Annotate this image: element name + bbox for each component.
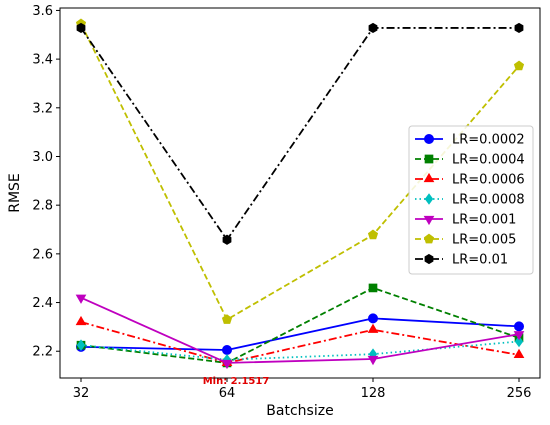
- series-lr-0-0006: [75, 315, 525, 366]
- legend-item: LR=0.0008: [415, 193, 525, 208]
- series-line: [80, 340, 520, 361]
- legend: LR=0.0002 LR=0.0004 LR=0.0006 LR=0.0008 LR=0…: [408, 125, 534, 275]
- data-point: [76, 22, 86, 34]
- legend-box: [408, 125, 534, 275]
- series-lr-0-001: [75, 294, 525, 370]
- data-point: [367, 229, 379, 240]
- legend-marker: [424, 253, 434, 265]
- legend-label: LR=0.0008: [452, 193, 525, 208]
- data-point: [368, 283, 378, 293]
- legend-marker: [423, 215, 435, 226]
- legend-label: LR=0.001: [452, 213, 516, 228]
- y-tick-label: 3.0: [32, 150, 53, 165]
- x-axis-title: Batchsize: [266, 403, 333, 419]
- legend-marker: [424, 154, 434, 164]
- series-line: [80, 23, 520, 321]
- legend-item: LR=0.01: [415, 253, 508, 268]
- series-lr-0-005: [75, 18, 525, 324]
- data-point: [514, 22, 524, 34]
- data-point: [368, 22, 378, 34]
- legend-marker: [423, 233, 435, 244]
- legend-label: LR=0.0006: [452, 173, 525, 188]
- y-tick-label: 3.4: [32, 53, 53, 68]
- y-axis-title: RMSE: [7, 173, 23, 213]
- legend-label: LR=0.0004: [452, 153, 525, 168]
- x-tick-label: 256: [507, 386, 532, 401]
- legend-item: LR=0.005: [415, 233, 516, 248]
- data-point: [513, 348, 525, 358]
- data-point: [75, 294, 87, 304]
- data-point: [75, 315, 87, 326]
- y-tick-label: 2.4: [32, 296, 53, 311]
- data-point: [368, 313, 378, 324]
- y-tick-label: 3.6: [32, 4, 53, 19]
- data-point: [513, 60, 525, 71]
- legend-marker: [423, 172, 435, 183]
- y-tick-label: 2.6: [32, 247, 53, 262]
- legend-label: LR=0.005: [452, 233, 516, 248]
- y-tick-label: 3.2: [32, 101, 53, 116]
- legend-marker: [424, 193, 434, 205]
- legend-label: LR=0.0002: [452, 133, 525, 148]
- x-tick-label: 64: [219, 386, 236, 401]
- data-point: [222, 345, 232, 356]
- data-point: [367, 323, 379, 333]
- series-line: [80, 296, 520, 364]
- legend-item: LR=0.0004: [415, 153, 525, 168]
- x-tick-label: 32: [73, 386, 90, 401]
- min-annotation: Min: 2.1517: [203, 376, 270, 387]
- data-point: [367, 355, 379, 366]
- data-point: [514, 335, 524, 348]
- data-point: [514, 321, 524, 332]
- data-point: [221, 314, 233, 324]
- series-line: [80, 27, 519, 241]
- series-line: [80, 321, 520, 364]
- data-point: [513, 331, 525, 341]
- data-point: [76, 339, 86, 351]
- x-tick-label: 128: [361, 386, 386, 401]
- y-tick-label: 2.8: [32, 199, 53, 214]
- legend-item: LR=0.001: [415, 213, 516, 228]
- series-lr-0-01: [76, 22, 524, 245]
- y-tick-label: 2.2: [32, 345, 53, 360]
- data-point: [222, 234, 232, 245]
- legend-label: LR=0.01: [452, 253, 508, 268]
- series-line: [80, 317, 520, 351]
- legend-item: LR=0.0002: [415, 133, 525, 148]
- series-line: [80, 287, 520, 364]
- legend-marker: [424, 134, 434, 144]
- data-point: [221, 359, 233, 370]
- legend-item: LR=0.0006: [415, 173, 525, 188]
- series-lr-0-0008: [76, 335, 524, 366]
- series-lr-0-0002: [76, 313, 524, 356]
- plot-frame: [59, 7, 541, 379]
